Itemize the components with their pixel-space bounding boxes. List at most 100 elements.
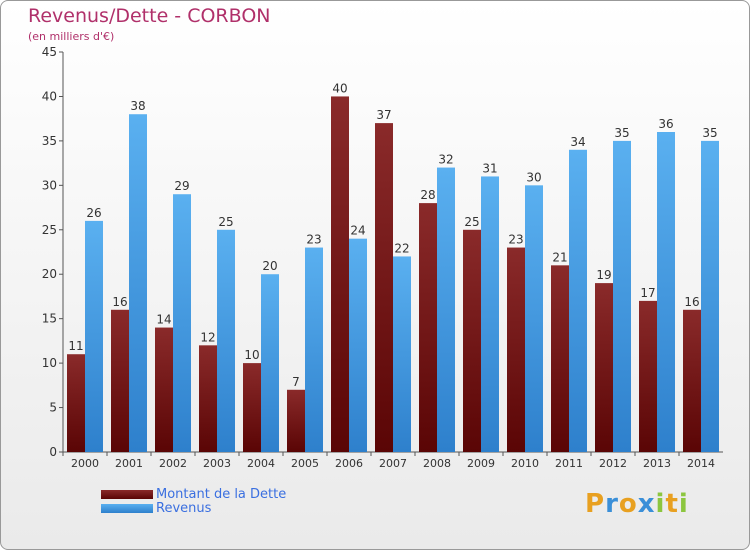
data-label-revenus: 20 xyxy=(262,259,277,273)
data-label-dette: 21 xyxy=(552,250,567,264)
x-tick-label: 2012 xyxy=(599,457,627,470)
data-label-revenus: 35 xyxy=(702,126,717,140)
legend-swatch-debt xyxy=(101,490,153,499)
data-label-revenus: 29 xyxy=(174,179,189,193)
logo-letter: i xyxy=(655,489,666,519)
data-label-dette: 25 xyxy=(464,215,479,229)
y-tick-label: 15 xyxy=(42,312,57,326)
bar-dette xyxy=(595,283,613,452)
y-tick-label: 45 xyxy=(42,45,57,59)
data-label-revenus: 26 xyxy=(86,206,101,220)
bar-revenus xyxy=(217,229,235,452)
bar-revenus xyxy=(261,274,279,452)
x-tick-label: 2009 xyxy=(467,457,495,470)
y-tick-label: 10 xyxy=(42,356,57,370)
bar-dette xyxy=(155,327,173,452)
bar-dette xyxy=(111,309,129,452)
x-tick-label: 2007 xyxy=(379,457,407,470)
bar-dette xyxy=(507,247,525,452)
bar-revenus xyxy=(129,114,147,452)
x-tick-label: 2011 xyxy=(555,457,583,470)
x-tick-label: 2003 xyxy=(203,457,231,470)
bar-dette xyxy=(551,265,569,452)
bar-revenus xyxy=(173,194,191,452)
bar-revenus xyxy=(613,140,631,452)
logo-letter: x xyxy=(637,489,656,519)
bar-dette xyxy=(419,203,437,452)
bar-dette xyxy=(199,345,217,452)
labels: 11 26 16 38 14 29 12 25 10 20 7 23 40 24 37 22 28 32 25 31 2… xyxy=(68,81,717,388)
logo-letter: P xyxy=(585,489,606,519)
x-tick-label: 2005 xyxy=(291,457,319,470)
logo-letter: t xyxy=(665,489,679,519)
data-label-dette: 16 xyxy=(112,295,127,309)
bar-revenus xyxy=(305,247,323,452)
y-tick-label: 35 xyxy=(42,134,57,148)
proxiti-logo: Proxiti xyxy=(585,489,689,519)
data-label-revenus: 36 xyxy=(658,117,673,131)
data-label-dette: 11 xyxy=(68,339,83,353)
y-tick-label: 25 xyxy=(42,223,57,237)
x-tick-label: 2004 xyxy=(247,457,275,470)
data-label-revenus: 35 xyxy=(614,126,629,140)
y-tick-label: 30 xyxy=(42,178,57,192)
data-label-dette: 10 xyxy=(244,348,259,362)
bar-dette xyxy=(683,309,701,452)
x-tick-label: 2008 xyxy=(423,457,451,470)
data-label-revenus: 23 xyxy=(306,233,321,247)
chart-subtitle: (en milliers d'€) xyxy=(28,30,115,43)
legend-label-revenus: Revenus xyxy=(156,501,212,516)
data-label-revenus: 24 xyxy=(350,224,365,238)
y-tick-label: 20 xyxy=(42,267,57,281)
data-label-dette: 7 xyxy=(292,375,300,389)
bar-dette xyxy=(331,96,349,452)
logo-letter: r xyxy=(605,489,619,519)
bar-dette xyxy=(463,229,481,452)
data-label-dette: 28 xyxy=(420,188,435,202)
logo-letter: o xyxy=(618,489,638,519)
bar-revenus xyxy=(349,238,367,452)
data-label-revenus: 25 xyxy=(218,215,233,229)
bar-revenus xyxy=(481,176,499,452)
y-tick-label: 0 xyxy=(49,445,57,459)
data-label-dette: 19 xyxy=(596,268,611,282)
data-label-dette: 23 xyxy=(508,233,523,247)
bars xyxy=(67,96,719,453)
bar-dette xyxy=(243,363,261,452)
x-tick-label: 2006 xyxy=(335,457,363,470)
data-label-dette: 14 xyxy=(156,313,171,327)
x-tick-label: 2002 xyxy=(159,457,187,470)
bar-revenus xyxy=(437,167,455,453)
y-tick-label: 40 xyxy=(42,89,57,103)
bar-dette xyxy=(375,123,393,452)
bar-revenus xyxy=(85,220,103,452)
bar-revenus xyxy=(569,149,587,452)
logo-letter: i xyxy=(678,489,689,519)
data-label-revenus: 38 xyxy=(130,99,145,113)
bar-revenus xyxy=(393,256,411,452)
x-tick-label: 2000 xyxy=(71,457,99,470)
data-label-dette: 12 xyxy=(200,330,215,344)
data-label-dette: 16 xyxy=(684,295,699,309)
y-tick-label: 5 xyxy=(49,401,57,415)
data-label-revenus: 30 xyxy=(526,170,541,184)
data-label-dette: 37 xyxy=(376,108,391,122)
bar-dette xyxy=(639,300,657,452)
x-tick-label: 2014 xyxy=(687,457,715,470)
chart-title: Revenus/Dette - CORBON xyxy=(28,5,271,27)
x-tick-label: 2001 xyxy=(115,457,143,470)
data-label-revenus: 22 xyxy=(394,241,409,255)
bar-revenus xyxy=(525,185,543,453)
data-label-revenus: 34 xyxy=(570,135,585,149)
data-label-revenus: 32 xyxy=(438,153,453,167)
x-tick-label: 2010 xyxy=(511,457,539,470)
x-tick-label: 2013 xyxy=(643,457,671,470)
data-label-dette: 17 xyxy=(640,286,655,300)
bar-dette xyxy=(287,389,305,452)
data-label-revenus: 31 xyxy=(482,161,497,175)
legend-swatch-revenus xyxy=(101,504,153,513)
legend-label-debt: Montant de la Dette xyxy=(156,487,287,502)
bar-dette xyxy=(67,354,85,452)
